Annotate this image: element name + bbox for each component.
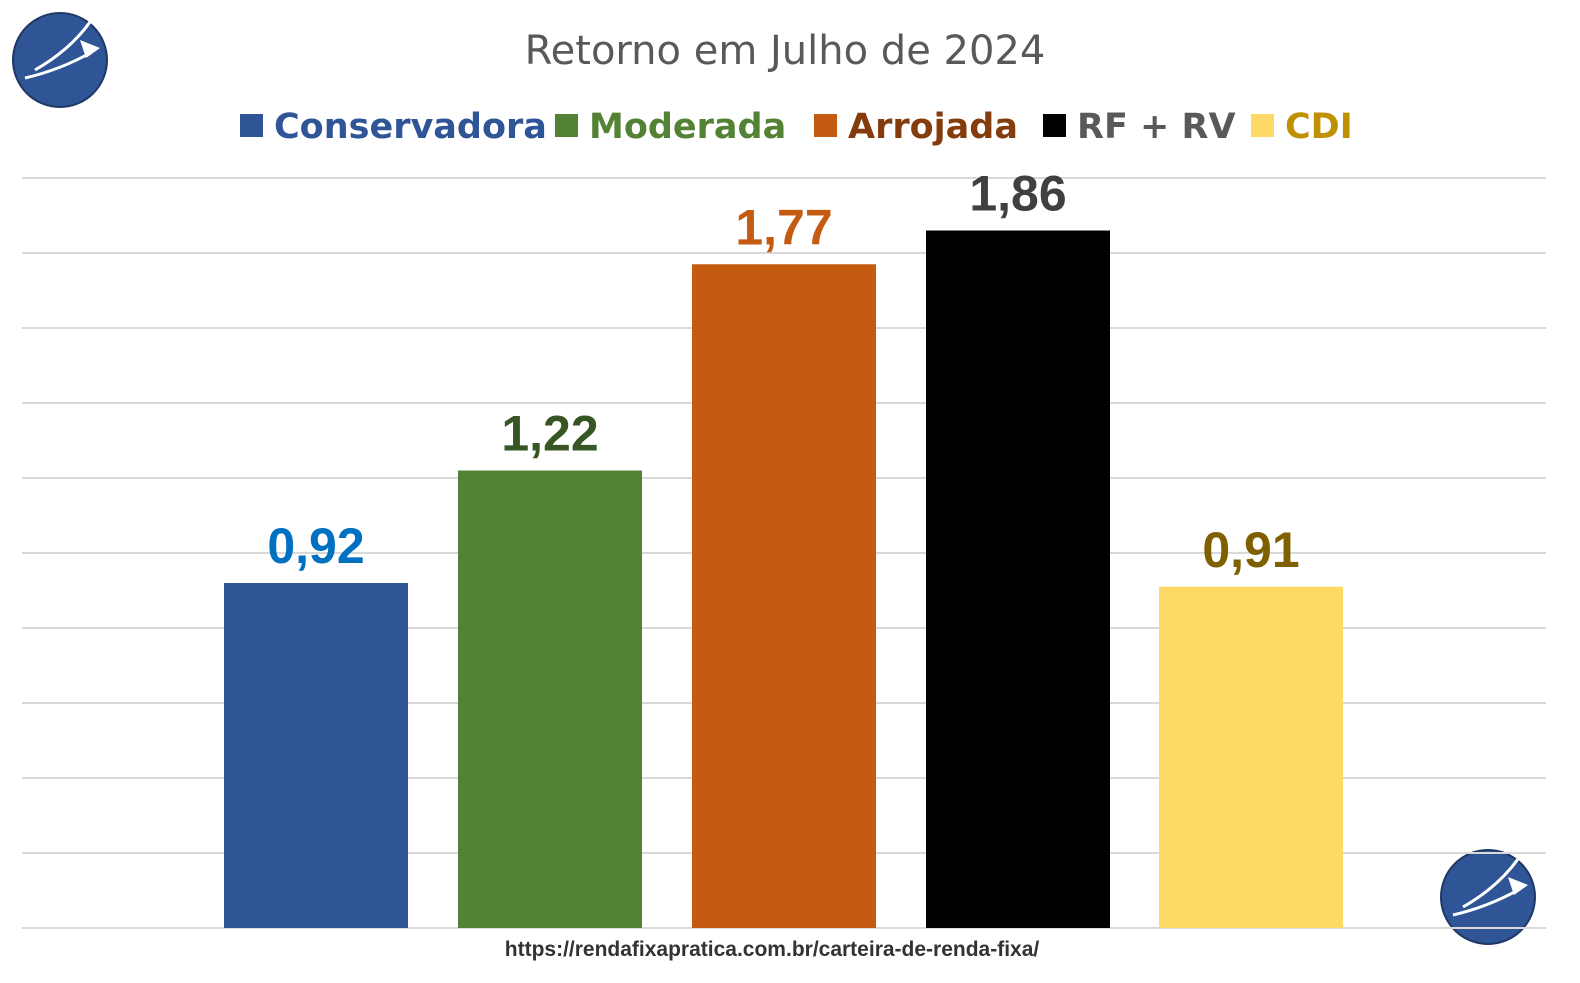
legend-swatch — [1043, 114, 1066, 137]
legend: Conservadora Moderada Arrojada RF + RV CDI — [240, 107, 1353, 147]
data-label: 1,86 — [969, 166, 1066, 222]
legend-label: Conservadora — [274, 107, 547, 147]
legend-swatch — [814, 114, 837, 137]
legend-label: Arrojada — [848, 107, 1018, 147]
source-url: https://rendafixapratica.com.br/carteira… — [505, 938, 1040, 961]
data-label: 0,91 — [1202, 522, 1299, 578]
bar — [458, 470, 642, 928]
bar — [692, 264, 876, 928]
data-labels: 0,92 1,22 1,77 1,86 0,91 — [267, 166, 1299, 578]
bar — [224, 583, 408, 928]
bars — [224, 230, 1343, 928]
bar — [926, 230, 1110, 928]
chart-title: Retorno em Julho de 2024 — [525, 28, 1046, 74]
data-label: 1,77 — [735, 199, 832, 255]
legend-swatch — [555, 114, 578, 137]
legend-swatch — [240, 114, 263, 137]
bar — [1159, 586, 1343, 928]
logo-icon — [1440, 849, 1536, 945]
data-label: 1,22 — [501, 406, 598, 462]
legend-swatch — [1251, 114, 1274, 137]
logo-icon — [12, 12, 108, 108]
data-label: 0,92 — [267, 518, 364, 574]
legend-label: CDI — [1285, 107, 1353, 147]
legend-label: RF + RV — [1077, 107, 1236, 147]
legend-label: Moderada — [589, 107, 786, 147]
